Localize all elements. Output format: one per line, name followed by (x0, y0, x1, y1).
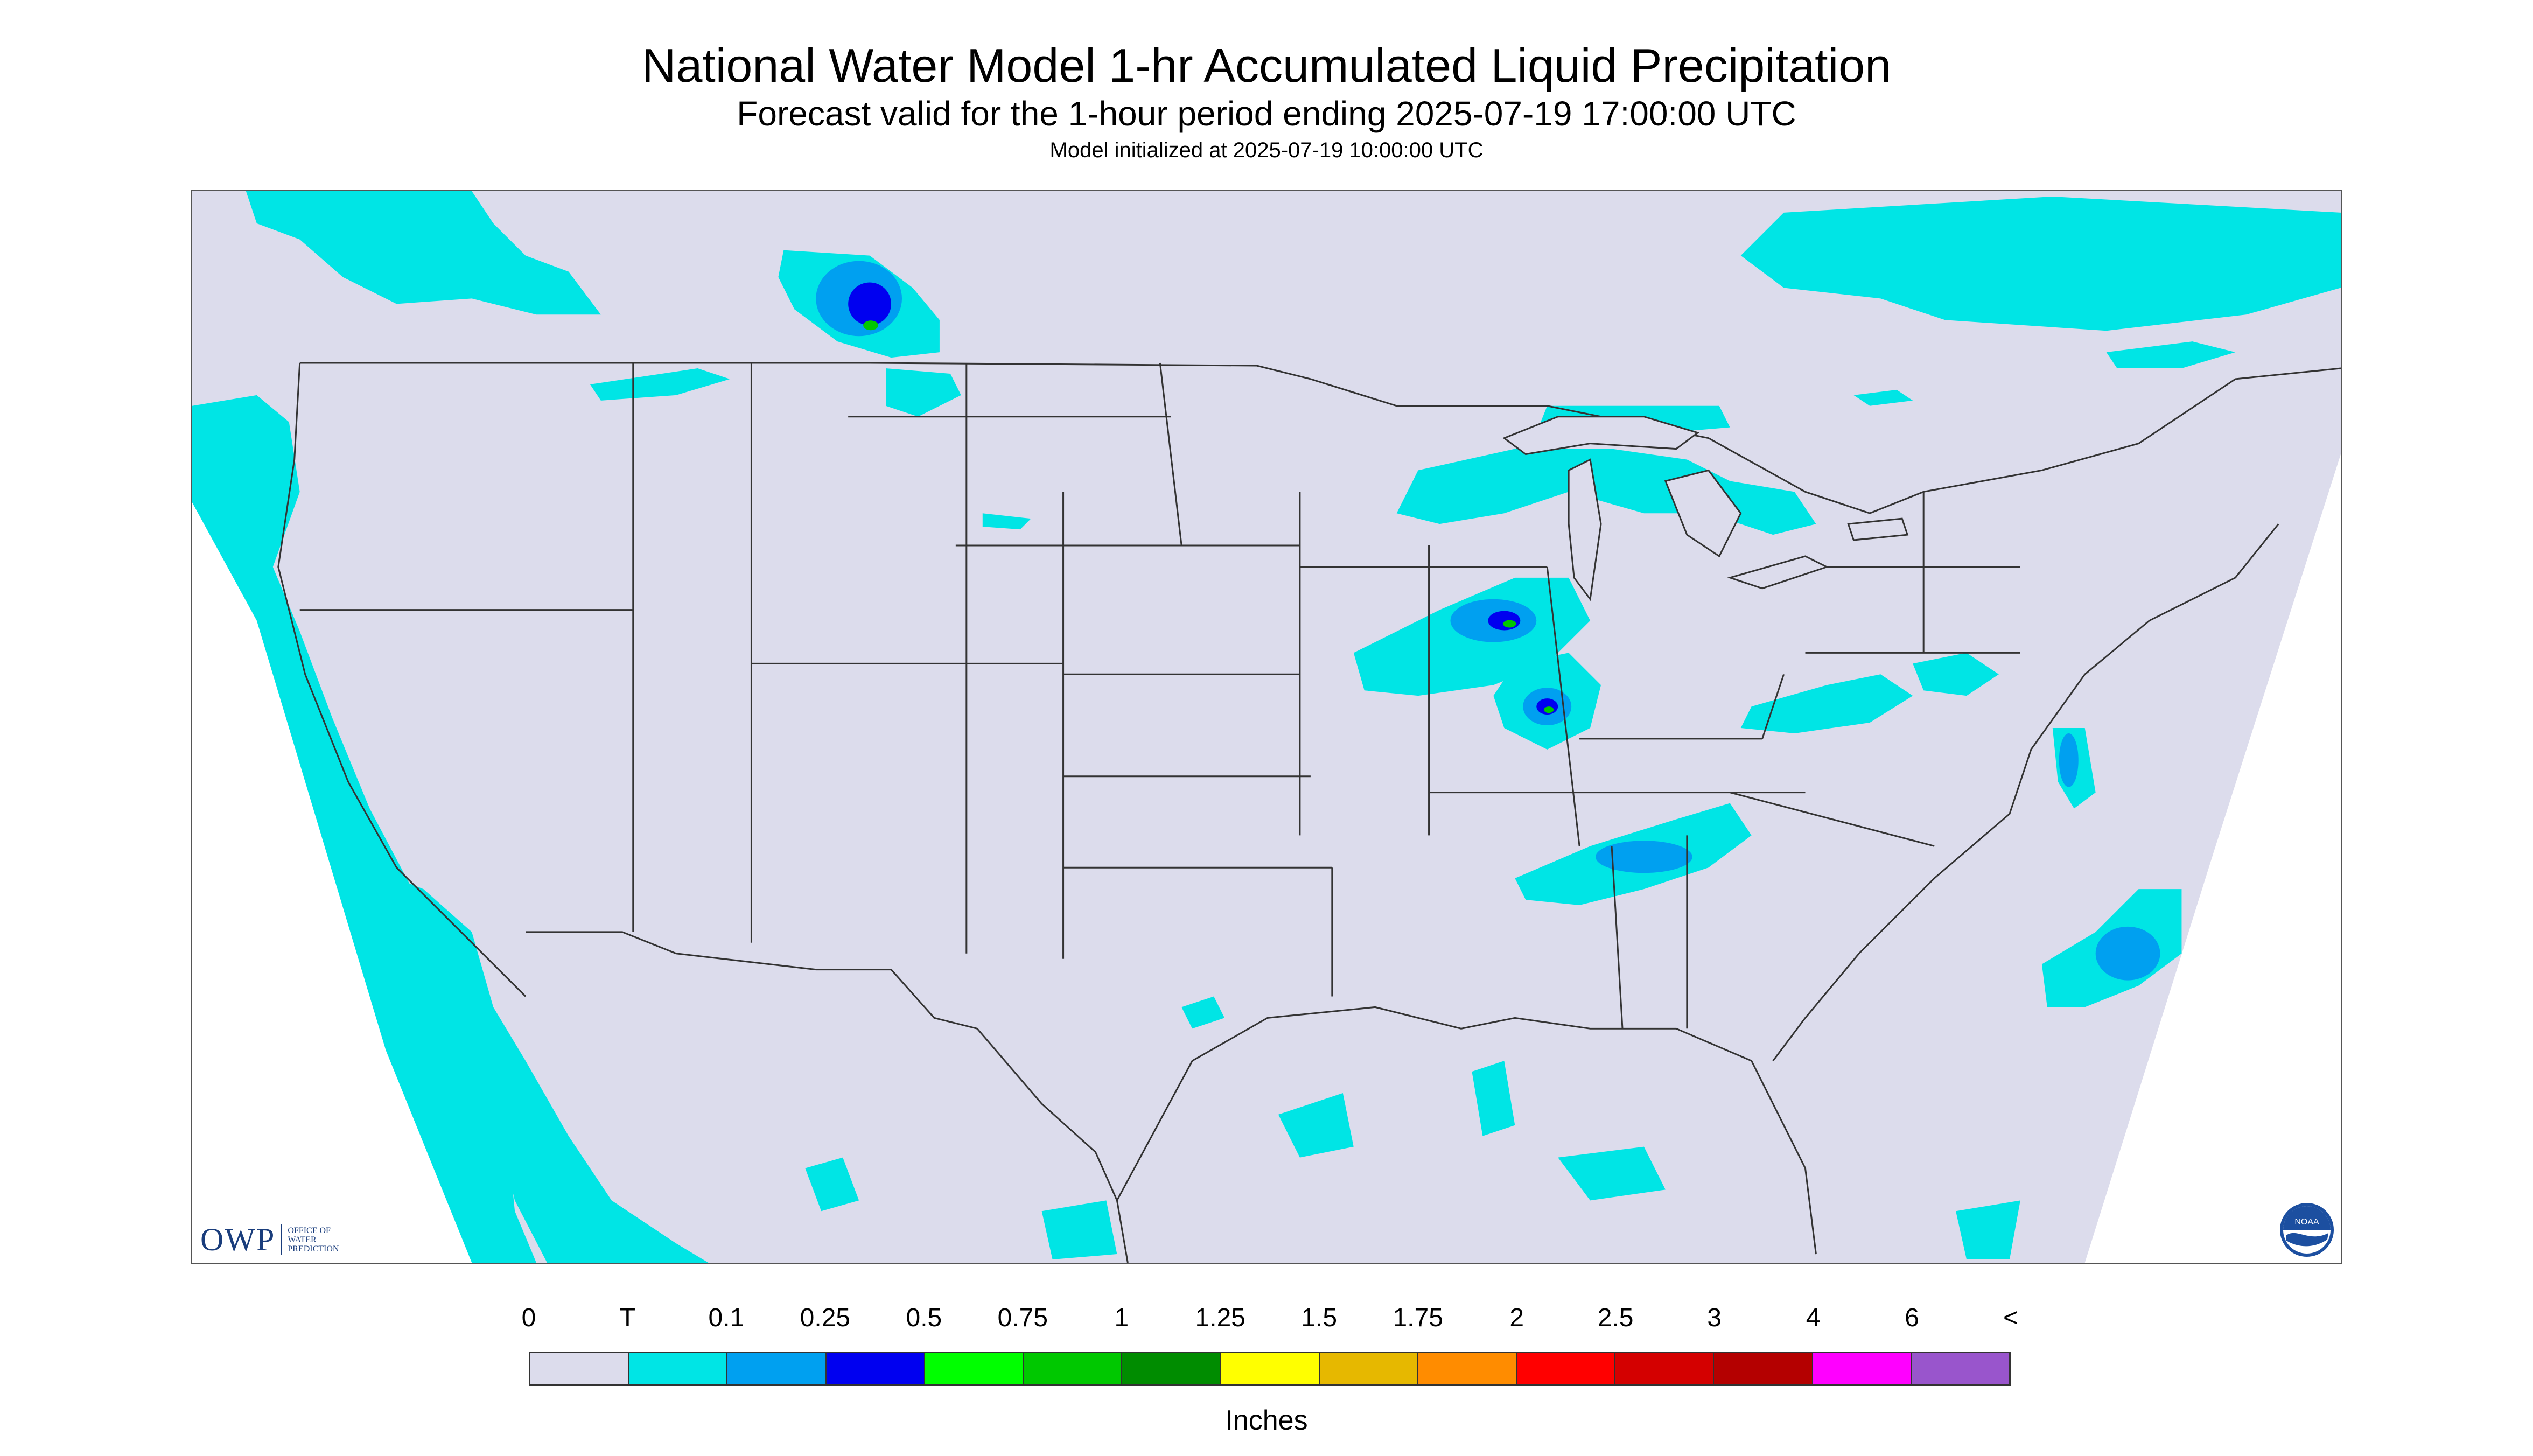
legend-label: 0.25 (800, 1304, 851, 1332)
legend-label: < (2003, 1304, 2019, 1332)
southeast-core (1596, 841, 1692, 873)
legend-swatch (629, 1353, 728, 1384)
legend-label: 2 (1509, 1304, 1524, 1332)
owp-logo: OWP OFFICE OF WATER PREDICTION (200, 1221, 352, 1257)
gulf-cells-1 (1181, 996, 1225, 1029)
state-lines-east (1429, 492, 2020, 1029)
legend-label: 6 (1905, 1304, 1919, 1332)
ontario-rain (1853, 389, 1913, 406)
legend-label: 0 (521, 1304, 536, 1332)
trace-precip-areas (192, 191, 2341, 1263)
atlantic-core-2 (2059, 733, 2079, 787)
legend-label: 3 (1707, 1304, 1722, 1332)
atlantic-core (2095, 926, 2160, 981)
color-legend (529, 1352, 2011, 1386)
quebec-rain (2106, 341, 2236, 369)
legend-swatch (1319, 1353, 1418, 1384)
model-domain (192, 191, 2341, 1263)
lake-erie (1727, 555, 1829, 590)
legend-labels: 0 T 0.1 0.25 0.5 0.75 1 1.25 1.5 1.75 2 … (522, 1302, 2018, 1334)
precipitation-map (191, 190, 2342, 1264)
legend-label: 1 (1114, 1304, 1129, 1332)
model-init-label: Model initialized at 2025-07-19 10:00:00… (1049, 138, 1484, 162)
legend-swatch (1714, 1353, 1813, 1384)
state-lines-central (1063, 545, 1785, 997)
lake-michigan (1568, 458, 1602, 601)
noaa-logo-text: NOAA (2294, 1217, 2319, 1227)
legend-units: Inches (1225, 1405, 1308, 1436)
legend-swatch (727, 1353, 827, 1384)
legend-label: 4 (1806, 1304, 1821, 1332)
pacific-rain-band (192, 395, 537, 1263)
legend-swatch (1911, 1353, 2010, 1384)
legend-label: T (619, 1304, 636, 1332)
alberta-heavy (863, 320, 879, 331)
illinois-heavy (1544, 706, 1554, 713)
gulf-cells-3 (1472, 1061, 1515, 1136)
state-lines-west (299, 362, 1301, 959)
legend-swatch (1615, 1353, 1715, 1384)
us-canada-border (299, 362, 2341, 514)
map-canvas (192, 191, 2341, 1263)
gulf-cells-2 (1278, 1093, 1354, 1158)
wisconsin-heavy (1503, 620, 1516, 628)
mexico-cells-2 (1041, 1200, 1117, 1260)
heavy-precip-cores (863, 320, 1554, 713)
legend-label: 2.5 (1597, 1304, 1634, 1332)
legend-label: 1.25 (1195, 1304, 1245, 1332)
great-lakes (1502, 416, 1909, 601)
pacific-rain-patches (369, 867, 709, 1263)
west-coast (277, 362, 527, 997)
alberta-moderate (848, 282, 892, 326)
virginia-rain (1913, 653, 1999, 696)
east-coast (1772, 523, 2279, 1062)
legend-swatch (1517, 1353, 1616, 1384)
lake-superior (1502, 416, 1700, 456)
legend-swatch (530, 1353, 629, 1384)
owp-logo-text: OWP (200, 1221, 276, 1257)
legend-label: 1.75 (1393, 1304, 1443, 1332)
caribbean-cells-2 (1956, 1200, 2020, 1260)
owp-logo-divider (281, 1224, 283, 1255)
gulf-coast (1116, 1006, 1817, 1255)
legend-swatch (925, 1353, 1024, 1384)
legend-swatch (1122, 1353, 1221, 1384)
owp-logo-subtext: OFFICE OF WATER PREDICTION (288, 1226, 339, 1254)
legend-swatch (1813, 1353, 1912, 1384)
montana-streaks-1 (590, 368, 730, 401)
legend-label: 1.5 (1301, 1304, 1338, 1332)
legend-swatch (826, 1353, 925, 1384)
caribbean-cells (1558, 1146, 1666, 1201)
mexico-cells (805, 1157, 859, 1212)
legend-label: 0.5 (906, 1304, 942, 1332)
lake-huron (1664, 469, 1742, 558)
legend-label: 0.1 (708, 1304, 745, 1332)
mid-atlantic-rain (1740, 674, 1913, 733)
forecast-valid-subtitle: Forecast valid for the 1-hour period end… (737, 94, 1796, 133)
legend-swatch (1221, 1353, 1320, 1384)
noaa-logo: NOAA (2280, 1203, 2334, 1257)
map-title: National Water Model 1-hr Accumulated Li… (641, 39, 1892, 92)
wisconsin-moderate (1488, 611, 1521, 631)
us-mexico-border (526, 931, 1129, 1263)
legend-swatch (1418, 1353, 1517, 1384)
legend-label: 0.75 (997, 1304, 1048, 1332)
legend-swatch (1024, 1353, 1123, 1384)
lake-ontario (1847, 517, 1909, 541)
boundaries (277, 362, 2341, 1263)
canada-northwest-rain (246, 191, 601, 315)
canada-east-rain (1740, 196, 2341, 331)
montana-streaks-2 (886, 368, 961, 417)
